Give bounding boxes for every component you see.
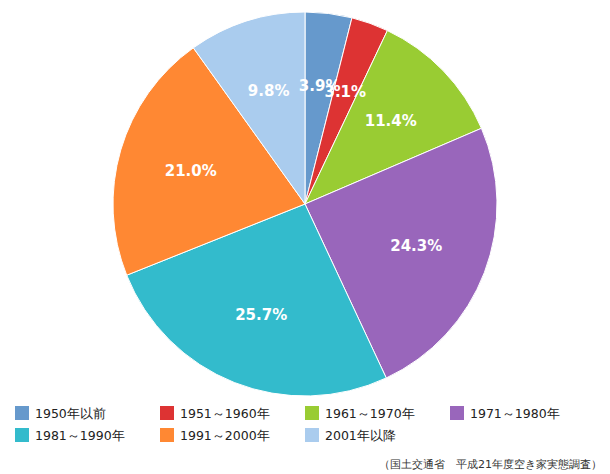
legend-swatch xyxy=(450,406,464,420)
chart-svg: 3.9%3.1%11.4%24.3%25.7%21.0%9.8%1950年以前1… xyxy=(0,0,610,474)
legend-label: 1991～2000年 xyxy=(180,428,270,443)
legend-swatch xyxy=(15,428,29,442)
data-label: 25.7% xyxy=(235,306,287,324)
pie xyxy=(113,12,497,396)
data-label: 3.1% xyxy=(324,83,366,101)
legend-label: 1951～1960年 xyxy=(180,406,270,421)
legend-item: 1981～1990年 xyxy=(15,428,125,443)
legend-item: 1971～1980年 xyxy=(450,406,560,421)
legend-item: 1951～1960年 xyxy=(160,406,270,421)
legend-swatch xyxy=(305,428,319,442)
legend-swatch xyxy=(160,406,174,420)
legend-label: 2001年以降 xyxy=(325,428,396,443)
legend-item: 1991～2000年 xyxy=(160,428,270,443)
legend-swatch xyxy=(15,406,29,420)
legend-label: 1950年以前 xyxy=(35,406,106,421)
data-label: 9.8% xyxy=(248,82,290,100)
legend-label: 1961～1970年 xyxy=(325,406,415,421)
data-labels: 3.9%3.1%11.4%24.3%25.7%21.0%9.8% xyxy=(165,77,443,324)
legend-label: 1981～1990年 xyxy=(35,428,125,443)
legend-item: 2001年以降 xyxy=(305,428,396,443)
data-label: 21.0% xyxy=(165,162,217,180)
legend-label: 1971～1980年 xyxy=(470,406,560,421)
legend-swatch xyxy=(305,406,319,420)
data-label: 24.3% xyxy=(390,237,442,255)
annotations: （国土交通省 平成21年度空き家実態調査） xyxy=(379,458,602,471)
legend-item: 1950年以前 xyxy=(15,406,106,421)
data-label: 11.4% xyxy=(365,112,417,130)
legend-swatch xyxy=(160,428,174,442)
source-note: （国土交通省 平成21年度空き家実態調査） xyxy=(379,458,602,471)
legend: 1950年以前 1951～1960年 1961～1970年 1971～1980年 198… xyxy=(15,406,560,443)
legend-item: 1961～1970年 xyxy=(305,406,415,421)
